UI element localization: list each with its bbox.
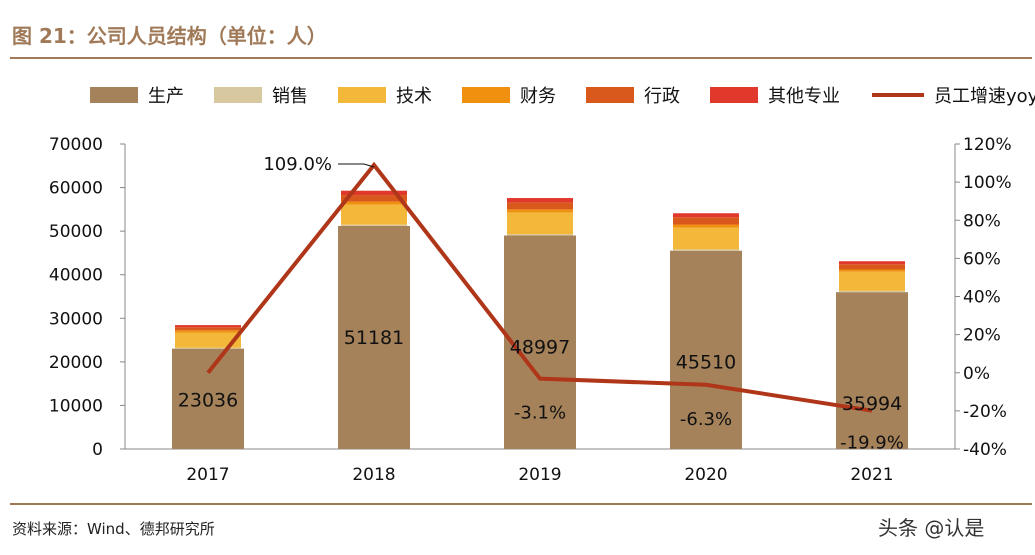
bar-segment-技术: [507, 212, 573, 235]
bar-segment-行政: [507, 202, 573, 210]
bar-segment-技术: [839, 271, 905, 291]
bar-segment-技术: [175, 332, 241, 348]
bar-segment-其他专业: [839, 261, 905, 265]
bar-segment-行政: [839, 264, 905, 270]
chart-title: 图 21：公司人员结构（单位：人）: [12, 24, 327, 48]
bar-segment-生产: [670, 250, 742, 449]
bar-segment-财务: [341, 201, 407, 205]
bar-segment-技术: [673, 227, 739, 250]
watermark: 头条 @认是: [878, 516, 985, 540]
bar-segment-其他专业: [341, 190, 407, 196]
leader-line: [338, 163, 375, 168]
growth-line: [206, 161, 873, 413]
y2-tick-label: 100%: [963, 173, 1012, 193]
bar-segment-其他专业: [507, 198, 573, 203]
bar-segment-其他专业: [673, 213, 739, 218]
y2-tick-label: -20%: [963, 402, 1007, 422]
y-tick-label: 0: [92, 440, 103, 460]
legend-swatch-财务: [462, 87, 510, 103]
x-tick-label: 2021: [850, 465, 893, 485]
line-value-label: -6.3%: [680, 409, 732, 430]
footer-rule: [10, 503, 1032, 505]
y2-tick-label: 0%: [963, 364, 990, 384]
bar-segment-财务: [839, 269, 905, 272]
bar-segment-行政: [673, 217, 739, 225]
line-value-label: -19.9%: [840, 433, 904, 454]
legend-label: 技术: [396, 86, 432, 107]
y-tick-label: 40000: [49, 266, 103, 286]
y2-tick-label: 20%: [963, 326, 1001, 346]
bar-segment-行政: [341, 195, 407, 202]
legend-swatch-生产: [90, 87, 138, 103]
y-tick-label: 30000: [49, 309, 103, 329]
line-value-label: -3.1%: [514, 403, 566, 424]
legend-swatch-行政: [586, 87, 634, 103]
bar-segment-其他专业: [175, 325, 241, 328]
y2-tick-label: -40%: [963, 440, 1007, 460]
y-tick-label: 20000: [49, 353, 103, 373]
legend-label: 生产: [148, 86, 184, 107]
title-rule: [10, 57, 1032, 59]
bar-segment-生产: [338, 225, 410, 449]
line-value-label: 109.0%: [263, 154, 332, 175]
bar-segment-生产: [172, 348, 244, 449]
y-tick-label: 10000: [49, 396, 103, 416]
x-tick-label: 2020: [684, 465, 727, 485]
y-tick-label: 70000: [49, 135, 103, 155]
bar-value-label: 48997: [510, 337, 570, 359]
y-tick-label: 60000: [49, 179, 103, 199]
bar-segment-销售: [839, 290, 905, 293]
bar-segment-销售: [673, 249, 739, 251]
bar-segment-财务: [175, 330, 241, 333]
x-tick-label: 2018: [352, 465, 395, 485]
legend-swatch-技术: [338, 87, 386, 103]
legend-label: 员工增速yoy: [934, 86, 1035, 107]
y2-tick-label: 80%: [963, 211, 1001, 231]
legend-label: 销售: [272, 86, 308, 107]
y2-tick-label: 120%: [963, 135, 1012, 155]
y2-tick-label: 60%: [963, 249, 1001, 269]
x-tick-label: 2017: [186, 465, 229, 485]
legend-swatch-销售: [214, 87, 262, 103]
bar-segment-技术: [341, 204, 407, 225]
y-tick-label: 50000: [49, 222, 103, 242]
bar-value-label: 51181: [344, 327, 404, 349]
bar-segment-财务: [673, 224, 739, 228]
bar-segment-财务: [507, 209, 573, 213]
y2-tick-label: 40%: [963, 288, 1001, 308]
bar-value-label: 35994: [842, 393, 902, 415]
bar-segment-生产: [504, 235, 576, 449]
bar-segment-销售: [341, 224, 407, 226]
bar-value-label: 23036: [178, 390, 238, 412]
legend-label: 其他专业: [768, 86, 840, 107]
x-tick-label: 2019: [518, 465, 561, 485]
bar-segment-生产: [836, 292, 908, 449]
bar-segment-销售: [507, 234, 573, 236]
source-note: 资料来源：Wind、德邦研究所: [12, 520, 215, 538]
legend-label: 行政: [644, 86, 680, 107]
legend-swatch-其他专业: [710, 87, 758, 103]
bar-segment-销售: [175, 347, 241, 349]
legend-label: 财务: [520, 86, 556, 107]
bar-value-label: 45510: [676, 352, 736, 374]
bar-segment-行政: [175, 327, 241, 331]
